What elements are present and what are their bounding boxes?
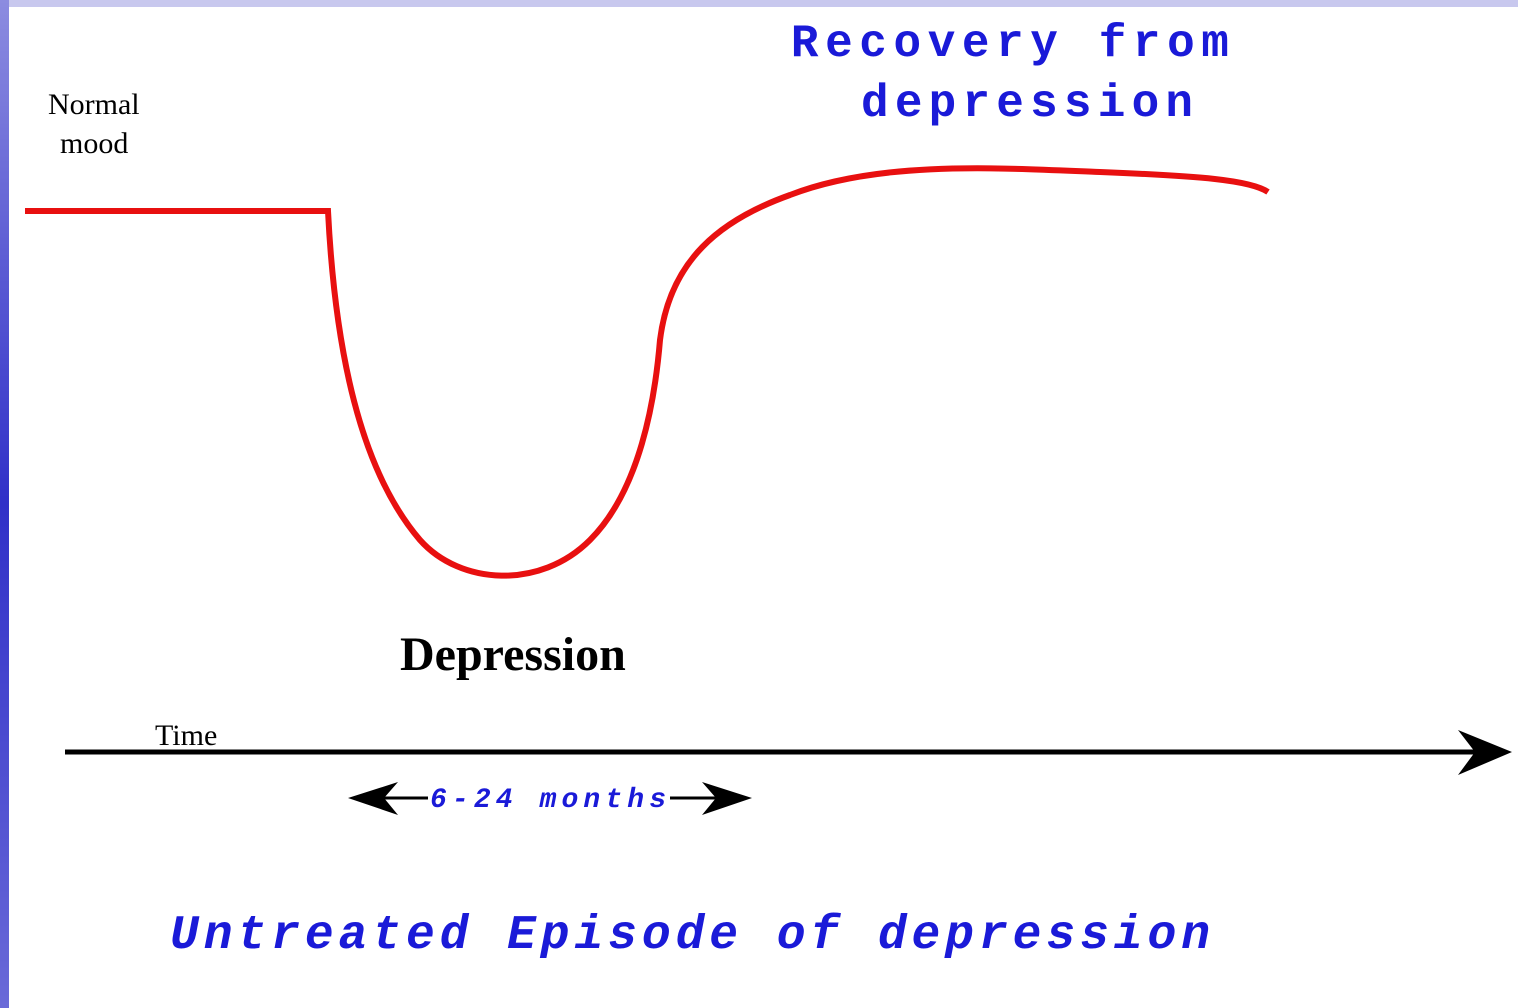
depression-label: Depression (400, 628, 626, 681)
axis-arrowhead (1458, 730, 1512, 775)
time-label: Time (155, 719, 217, 752)
normal-mood-line: Normal (48, 88, 140, 121)
recovery-line: Recovery from (791, 18, 1229, 70)
recovery-label: Recovery from depression (791, 18, 1263, 130)
recovery-line: depression (861, 78, 1193, 130)
normal-mood-line: mood (60, 127, 128, 160)
normal-mood-label: Normal mood (48, 88, 147, 160)
duration-arrowhead-right (702, 782, 752, 815)
left-strip (0, 0, 9, 1008)
duration-label: 6-24 months (430, 785, 666, 816)
caption: Untreated Episode of depression (170, 909, 1210, 963)
duration-arrowhead-left (348, 782, 398, 815)
mood-curve (25, 165, 1270, 579)
top-strip (0, 0, 1518, 7)
